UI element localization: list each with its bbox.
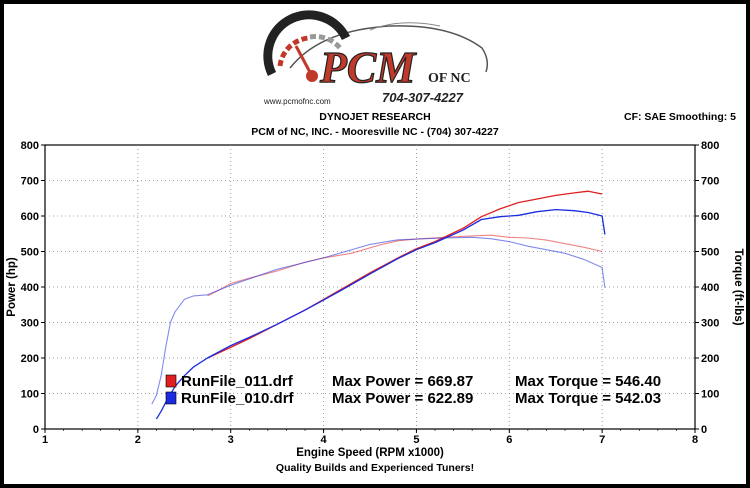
pcm-logo: PCM OF NC 704-307-4227 www.pcmofnc.com <box>263 10 489 106</box>
y-tick-label-left: 100 <box>21 389 39 401</box>
legend-max-torque: Max Torque = 542.03 <box>515 390 661 407</box>
y-tick-label-right: 200 <box>701 353 719 365</box>
torque-line-runfile-011-drf <box>207 234 603 297</box>
header-line2: PCM of NC, INC. - Mooresville NC - (704)… <box>251 126 499 138</box>
legend-max-torque: Max Torque = 546.40 <box>515 373 661 390</box>
x-tick-label: 3 <box>228 434 234 446</box>
y-tick-label-left: 200 <box>21 353 39 365</box>
y-tick-label-right: 300 <box>701 318 719 330</box>
legend-file: RunFile_010.drf <box>181 390 295 407</box>
x-tick-label: 8 <box>692 434 698 446</box>
logo-suffix: OF NC <box>428 71 471 86</box>
x-tick-label: 6 <box>506 434 512 446</box>
y-tick-label-right: 400 <box>701 282 719 294</box>
legend-file: RunFile_011.drf <box>181 373 294 390</box>
power-line-runfile-010-drf <box>155 208 606 420</box>
y-axis-label-left: Power (hp) <box>6 257 18 317</box>
y-tick-label-right: 800 <box>701 140 719 152</box>
legend-max-power: Max Power = 669.87 <box>332 373 473 390</box>
y-tick-label-left: 300 <box>21 318 39 330</box>
power-line-runfile-011-drf <box>207 190 603 359</box>
x-tick-label: 4 <box>321 434 328 446</box>
torque-line-runfile-010-drf <box>151 236 606 405</box>
y-tick-label-left: 600 <box>21 211 39 223</box>
y-tick-label-right: 500 <box>701 247 719 259</box>
x-tick-label: 7 <box>599 434 605 446</box>
y-tick-label-right: 700 <box>701 176 719 188</box>
legend-entry: RunFile_011.drf Max Power = 669.87 Max Tor… <box>165 373 661 390</box>
header-line1: DYNOJET RESEARCH <box>319 111 431 123</box>
legend-max-power: Max Power = 622.89 <box>332 390 473 407</box>
y-axis-label-right: Torque (ft-lbs) <box>732 248 744 325</box>
y-tick-label-left: 500 <box>21 247 39 259</box>
series-layer <box>151 190 606 420</box>
y-tick-label-left: 0 <box>33 424 39 436</box>
settings-label: CF: SAE Smoothing: 5 <box>624 111 736 123</box>
logo-brand: PCM <box>319 43 417 92</box>
y-tick-label-left: 400 <box>21 282 39 294</box>
x-tick-label: 1 <box>42 434 48 446</box>
x-tick-label: 2 <box>135 434 141 446</box>
footer-tagline: Quality Builds and Experienced Tuners! <box>275 462 475 474</box>
logo-website: www.pcmofnc.com <box>263 97 331 106</box>
y-tick-label-right: 100 <box>701 389 719 401</box>
legend-swatch <box>165 391 177 405</box>
y-tick-label-left: 800 <box>21 140 39 152</box>
y-tick-label-right: 0 <box>701 424 707 436</box>
legend-swatch <box>165 374 177 388</box>
x-tick-label: 5 <box>413 434 419 446</box>
y-tick-label-right: 600 <box>701 211 719 223</box>
legend-entry: RunFile_010.drf Max Power = 622.89 Max Tor… <box>165 390 661 407</box>
x-axis-label: Engine Speed (RPM x1000) <box>296 447 444 459</box>
logo-phone: 704-307-4227 <box>382 90 464 105</box>
legend: RunFile_011.drf Max Power = 669.87 Max Tor… <box>165 373 661 407</box>
y-tick-label-left: 700 <box>21 176 39 188</box>
